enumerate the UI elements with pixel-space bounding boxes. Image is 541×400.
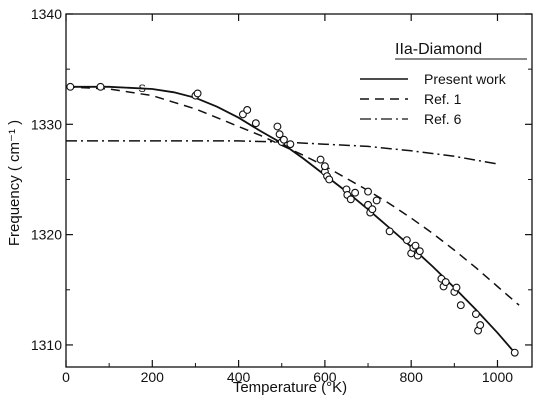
legend-title: IIa-Diamond bbox=[395, 41, 482, 58]
x-tick-label: 1000 bbox=[482, 369, 513, 385]
data-point bbox=[316, 155, 325, 164]
data-point bbox=[368, 205, 377, 214]
data-point bbox=[372, 196, 381, 205]
data-point bbox=[96, 82, 105, 91]
data-point bbox=[325, 175, 334, 184]
y-tick-label: 1310 bbox=[31, 337, 62, 353]
data-point bbox=[402, 236, 411, 245]
data-point bbox=[411, 241, 420, 250]
legend-label-ref-6: Ref. 6 bbox=[424, 111, 462, 127]
legend-label-ref-1: Ref. 1 bbox=[424, 91, 462, 107]
data-point bbox=[251, 119, 260, 128]
data-point bbox=[351, 188, 360, 197]
data-point bbox=[243, 106, 252, 114]
data-point bbox=[320, 162, 329, 171]
x-tick-label: 800 bbox=[400, 369, 424, 385]
data-point bbox=[66, 82, 75, 91]
x-tick-label: 200 bbox=[141, 369, 165, 385]
data-point bbox=[364, 187, 372, 196]
data-point bbox=[286, 140, 295, 149]
x-tick-label: 0 bbox=[62, 369, 70, 385]
x-tick-label: 600 bbox=[313, 369, 337, 385]
y-tick-label: 1320 bbox=[31, 227, 62, 243]
series-line-ref-6 bbox=[66, 140, 498, 165]
annotation-s: S bbox=[138, 83, 145, 95]
x-axis-label: Temperature (°K) bbox=[233, 379, 347, 396]
data-point bbox=[346, 195, 355, 204]
data-point bbox=[275, 130, 284, 139]
x-tick-label: 400 bbox=[227, 369, 251, 385]
series-line-present-work bbox=[66, 85, 516, 354]
legend: IIa-Diamond Present work Ref. 1 Ref. 6 bbox=[360, 41, 527, 127]
data-point bbox=[456, 301, 465, 310]
data-point bbox=[193, 89, 202, 98]
data-point bbox=[441, 278, 450, 287]
legend-label-present-work: Present work bbox=[424, 71, 507, 87]
data-point bbox=[385, 227, 394, 236]
series-line-ref-1 bbox=[65, 86, 520, 306]
y-axis-label: Frequency ( cm⁻¹ ) bbox=[6, 120, 23, 246]
y-tick-label: 1340 bbox=[31, 6, 62, 22]
data-point bbox=[452, 283, 461, 292]
data-point bbox=[415, 247, 424, 256]
plot-frame bbox=[65, 13, 533, 368]
data-point bbox=[510, 348, 519, 357]
data-point bbox=[273, 122, 282, 131]
data-point bbox=[279, 135, 288, 144]
data-point bbox=[471, 310, 480, 318]
y-tick-label: 1330 bbox=[31, 116, 62, 132]
data-point bbox=[476, 321, 485, 330]
